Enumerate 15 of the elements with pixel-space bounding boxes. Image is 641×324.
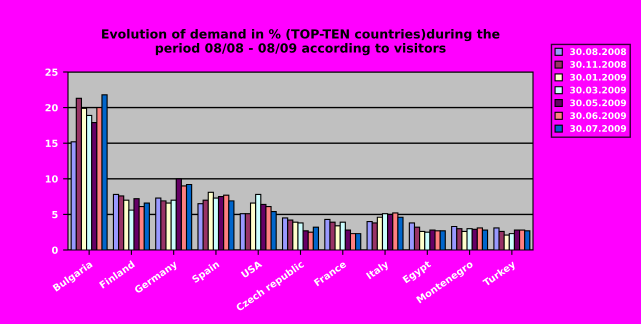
- y-tick-label: 20: [46, 104, 58, 112]
- legend-label: 30.06.2009: [570, 112, 626, 120]
- legend-label: 30.08.2008: [570, 48, 626, 56]
- y-tick-label: 25: [46, 68, 58, 76]
- y-tick-label: 15: [46, 140, 58, 148]
- x-tick-label: USA: [240, 260, 263, 278]
- y-tick-label: 10: [46, 175, 58, 183]
- legend-label: 30.05.2009: [570, 99, 626, 106]
- legend-label: 30.03.2009: [570, 86, 626, 94]
- legend-label: 30.07.2009: [570, 125, 626, 132]
- y-tick-label: 0: [52, 246, 58, 254]
- y-tick-label: 5: [52, 211, 58, 218]
- legend-label: 30.01.2009: [570, 74, 626, 81]
- legend-label: 30.11.2008: [570, 61, 626, 68]
- chart-title: Evolution of demand in % (TOP-TEN countries)during the period 08/08 - 08/09 according to visitors: [102, 28, 500, 56]
